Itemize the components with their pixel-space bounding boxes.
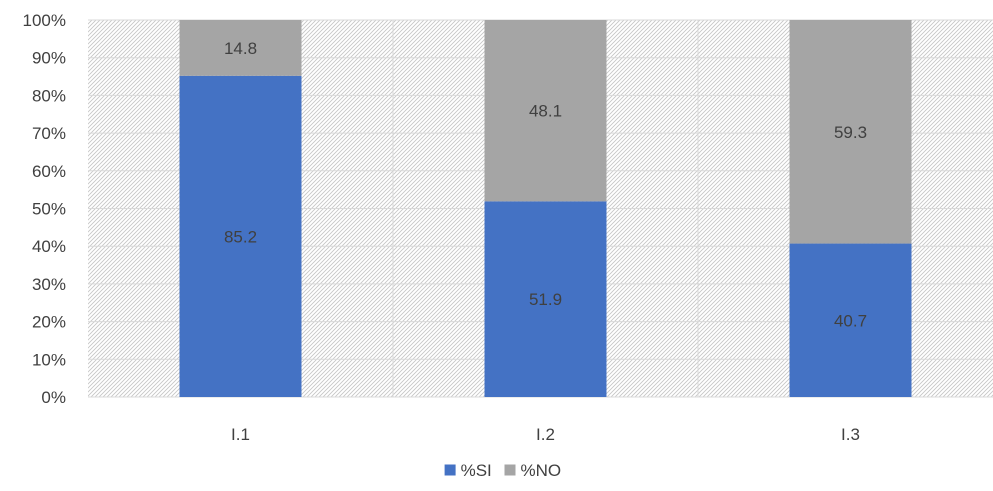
y-tick-label: 100% [23, 11, 66, 30]
bar-segment [179, 20, 302, 76]
data-label: 48.1 [529, 102, 562, 121]
bars [179, 20, 912, 398]
y-tick-label: 40% [32, 237, 66, 256]
bar-segment [484, 20, 607, 202]
bar-segment [789, 243, 912, 397]
legend-label: %SI [461, 461, 492, 480]
data-label: 14.8 [224, 39, 257, 58]
y-tick-label: 20% [32, 313, 66, 332]
data-labels: 85.2 14.8 51.9 48.1 40.7 59.3 [224, 39, 867, 330]
legend: %SI %NO [444, 461, 562, 480]
y-tick-label: 90% [32, 49, 66, 68]
y-axis: 0% 10% 20% 30% 40% 50% 60% 70% 80% 90% 100% [23, 11, 66, 407]
data-label: 51.9 [529, 290, 562, 309]
y-tick-label: 60% [32, 162, 66, 181]
data-label: 59.3 [834, 123, 867, 142]
y-tick-label: 0% [41, 388, 66, 407]
legend-swatch [504, 464, 516, 476]
bar-segment [179, 75, 302, 398]
y-tick-label: 80% [32, 86, 66, 105]
y-tick-label: 50% [32, 200, 66, 219]
legend-label: %NO [521, 461, 562, 480]
y-tick-label: 30% [32, 275, 66, 294]
x-tick-label: I.1 [231, 425, 250, 444]
x-tick-label: I.3 [841, 425, 860, 444]
y-tick-label: 70% [32, 124, 66, 143]
x-axis: I.1 I.2 I.3 [88, 396, 993, 444]
data-label: 40.7 [834, 311, 867, 330]
legend-swatch [444, 464, 456, 476]
y-tick-label: 10% [32, 350, 66, 369]
x-tick-label: I.2 [536, 425, 555, 444]
bar-segment [789, 20, 912, 244]
bar-segment [484, 201, 607, 397]
data-label: 85.2 [224, 227, 257, 246]
